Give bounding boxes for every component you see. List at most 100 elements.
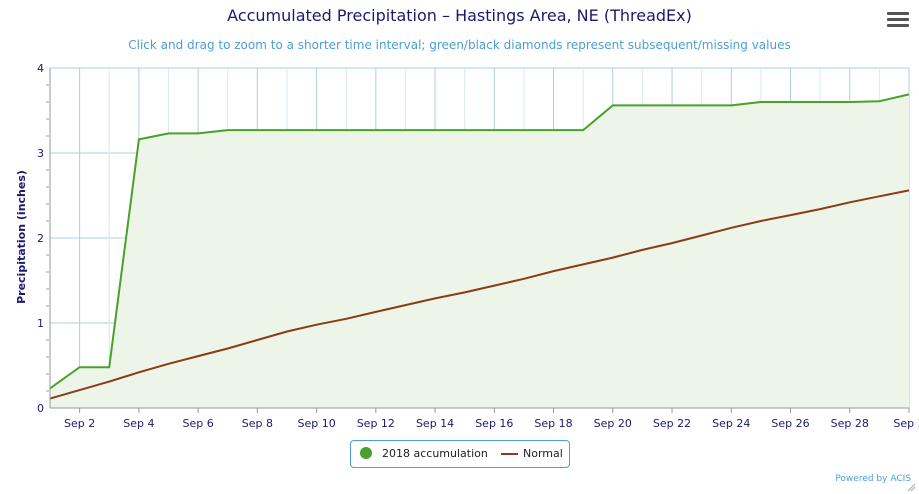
data-point [728, 102, 734, 108]
data-point [254, 127, 260, 133]
data-point [580, 261, 586, 267]
legend-label-accumulation: 2018 accumulation [382, 447, 488, 460]
chart-legend: 2018 accumulation Normal [350, 440, 570, 468]
data-point [669, 240, 675, 246]
data-point [758, 218, 764, 224]
x-tick-label: Sep 8 [242, 417, 273, 430]
data-point [462, 289, 468, 295]
data-point [314, 127, 320, 133]
data-point [699, 232, 705, 238]
data-point [136, 136, 142, 142]
data-point [876, 98, 882, 104]
series-layer [49, 91, 912, 409]
x-tick-label: Sep 2 [64, 417, 95, 430]
y-tick-label: 1 [37, 317, 44, 330]
data-point [788, 212, 794, 218]
x-tick-label: Sep 18 [534, 417, 572, 430]
y-tick-label: 3 [37, 147, 44, 160]
legend-item-normal[interactable]: Normal [491, 447, 569, 467]
x-tick-label: Sep 4 [123, 417, 154, 430]
x-tick-label: Sep 12 [357, 417, 395, 430]
normal-series-line [49, 189, 910, 400]
x-tick-label: Sep 10 [297, 417, 335, 430]
data-point [817, 99, 823, 105]
x-tick-label: Sep 24 [712, 417, 750, 430]
data-point [758, 99, 764, 105]
y-tick-label: 4 [37, 62, 44, 75]
x-tick-label: Sep 14 [416, 417, 454, 430]
data-point [817, 206, 823, 212]
x-tick-label: Sep 6 [182, 417, 213, 430]
data-point [284, 329, 290, 335]
data-point [521, 127, 527, 133]
data-point [876, 193, 882, 199]
x-tick-label: Sep 22 [653, 417, 691, 430]
data-point [906, 91, 912, 97]
chart-title: Accumulated Precipitation – Hastings Are… [227, 6, 692, 25]
data-point [343, 127, 349, 133]
hamburger-menu-icon[interactable] [887, 12, 909, 32]
data-point [639, 247, 645, 253]
menu-bar-icon [887, 24, 909, 27]
legend-dot-icon [360, 447, 372, 459]
axis-layer: 0 1 2 3 4 Sep 2 Sep 4 Sep 6 Sep 8 Sep 10 Sep 12 Sep… [37, 62, 919, 430]
chart-subtitle: Click and drag to zoom to a shorter time… [128, 38, 791, 52]
data-point [402, 302, 408, 308]
data-point [610, 255, 616, 261]
y-axis-label: Precipitation (inches) [15, 170, 28, 304]
x-tick-label: Sep 28 [831, 417, 869, 430]
data-point [847, 99, 853, 105]
data-point [136, 369, 142, 375]
data-point [906, 187, 912, 193]
menu-bar-icon [887, 12, 909, 15]
data-point [432, 127, 438, 133]
accumulation-area-fill [50, 94, 909, 409]
x-tick-label: Sep 3 [893, 417, 919, 430]
data-point [284, 127, 290, 133]
data-point [639, 102, 645, 108]
data-point [521, 276, 527, 282]
data-point [699, 102, 705, 108]
x-tick-label: Sep 26 [771, 417, 809, 430]
data-point [165, 130, 171, 136]
data-point [195, 353, 201, 359]
data-point [728, 225, 734, 231]
data-point [580, 127, 586, 133]
data-point [77, 387, 83, 393]
data-point [314, 322, 320, 328]
menu-bar-icon [887, 18, 909, 21]
x-tick-label: Sep 16 [475, 417, 513, 430]
accumulation-series-line [49, 93, 910, 390]
data-point [106, 364, 112, 370]
x-tick-label: Sep 20 [594, 417, 632, 430]
data-point [491, 283, 497, 289]
data-point [847, 199, 853, 205]
y-tick-label: 0 [37, 402, 44, 415]
data-point [491, 127, 497, 133]
data-point [610, 102, 616, 108]
data-point [402, 127, 408, 133]
data-point [462, 127, 468, 133]
data-point [669, 102, 675, 108]
data-point [432, 295, 438, 301]
data-point [195, 130, 201, 136]
legend-item-accumulation[interactable]: 2018 accumulation [351, 447, 491, 467]
data-point [254, 337, 260, 343]
data-point [551, 268, 557, 274]
powered-by-link[interactable]: Powered by ACIS [835, 474, 911, 484]
data-point [225, 127, 231, 133]
data-point [373, 309, 379, 315]
data-point [225, 346, 231, 352]
data-point [343, 316, 349, 322]
data-point [373, 127, 379, 133]
y-tick-label: 2 [37, 232, 44, 245]
legend-line-icon [501, 453, 518, 455]
data-point [788, 99, 794, 105]
resize-handle-icon[interactable] [906, 482, 916, 492]
data-point [551, 127, 557, 133]
legend-label-normal: Normal [523, 447, 563, 460]
data-point [77, 364, 83, 370]
data-point [165, 361, 171, 367]
data-point [106, 379, 112, 385]
